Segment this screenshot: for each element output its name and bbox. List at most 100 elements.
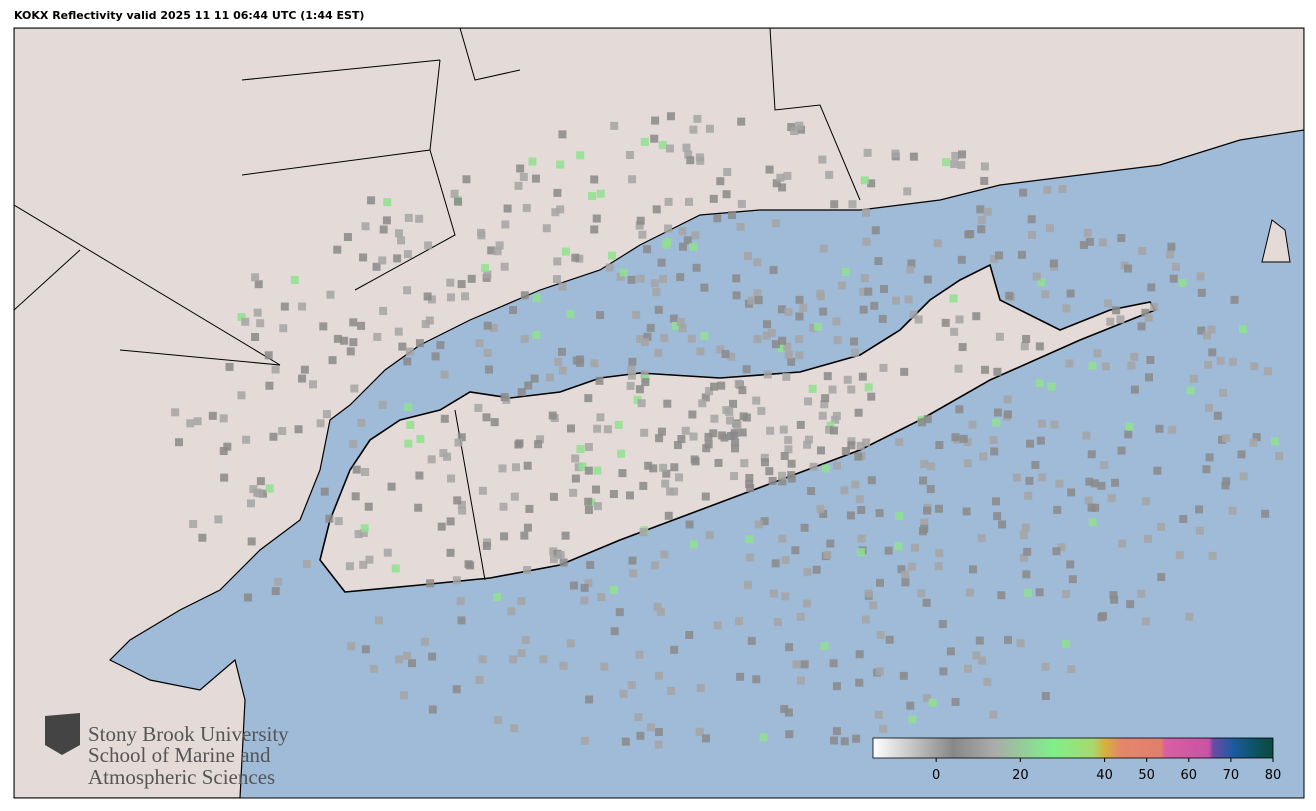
echo [523, 566, 532, 575]
echo [1204, 360, 1213, 369]
echo [1057, 543, 1066, 552]
echo [920, 460, 929, 469]
echo [1171, 262, 1180, 271]
echo [520, 531, 529, 540]
echo [871, 226, 880, 235]
echo [701, 393, 710, 402]
colorbar-tick-label: 20 [1012, 768, 1029, 783]
echo [767, 328, 776, 337]
echo [414, 503, 423, 512]
echo [768, 476, 777, 485]
echo [552, 275, 561, 284]
echo [1237, 450, 1246, 459]
echo [855, 678, 864, 687]
echo [713, 214, 722, 223]
echo [980, 162, 989, 171]
echo [1130, 352, 1139, 361]
echo [784, 350, 793, 359]
echo [670, 487, 679, 496]
echo [446, 278, 455, 287]
echo [340, 336, 349, 345]
echo [345, 562, 354, 571]
echo [1066, 289, 1075, 298]
echo [1126, 600, 1135, 609]
echo [760, 517, 769, 526]
echo [934, 504, 943, 513]
echo [271, 587, 280, 596]
echo [700, 283, 709, 292]
echo [1104, 299, 1113, 308]
echo [747, 296, 756, 305]
echo [1142, 617, 1151, 626]
echo [862, 208, 871, 217]
echo [829, 659, 838, 668]
echo [1062, 304, 1071, 313]
echo [900, 367, 909, 376]
echo [777, 305, 786, 314]
echo [968, 420, 977, 429]
echo [475, 675, 484, 684]
echo [251, 273, 260, 282]
echo [840, 486, 849, 495]
echo [753, 289, 762, 298]
echo [684, 150, 693, 159]
echo [783, 171, 792, 180]
echo [664, 224, 673, 233]
echo [635, 650, 644, 659]
echo [253, 308, 262, 317]
echo [1041, 290, 1050, 299]
echo [590, 359, 599, 368]
echo [1035, 588, 1044, 597]
echo [220, 473, 229, 482]
echo [1088, 518, 1097, 527]
echo [364, 502, 373, 511]
echo [614, 420, 623, 429]
echo [639, 528, 648, 537]
echo [1005, 291, 1014, 300]
echo [308, 380, 317, 389]
echo [1041, 662, 1050, 671]
echo [1150, 302, 1159, 311]
echo [352, 465, 361, 474]
echo [383, 548, 392, 557]
echo [1142, 497, 1151, 506]
echo [640, 137, 649, 146]
echo [322, 410, 331, 419]
echo [885, 635, 894, 644]
echo [1026, 439, 1035, 448]
echo [976, 205, 985, 214]
echo [803, 440, 812, 449]
echo [664, 197, 673, 206]
echo [584, 443, 593, 452]
echo [1137, 322, 1146, 331]
echo [894, 542, 903, 551]
echo [584, 506, 593, 515]
title: KOKX Reflectivity valid 2025 11 11 06:44… [14, 9, 364, 22]
echo [979, 452, 988, 461]
echo [908, 715, 917, 724]
echo [858, 372, 867, 381]
echo [731, 438, 740, 447]
echo [408, 659, 417, 668]
echo [651, 116, 660, 125]
echo [1167, 242, 1176, 251]
echo [1125, 422, 1134, 431]
echo [759, 733, 768, 742]
echo [796, 420, 805, 429]
echo [812, 565, 821, 574]
echo [862, 438, 871, 447]
echo [685, 520, 694, 529]
echo [919, 476, 928, 485]
echo [804, 435, 813, 444]
echo [809, 323, 818, 332]
echo [592, 214, 601, 223]
echo [1004, 635, 1013, 644]
echo [825, 425, 834, 434]
echo [874, 710, 883, 719]
echo [922, 598, 931, 607]
echo [989, 435, 998, 444]
echo [1186, 386, 1195, 395]
echo [635, 385, 644, 394]
echo [763, 320, 772, 329]
echo [372, 262, 381, 271]
